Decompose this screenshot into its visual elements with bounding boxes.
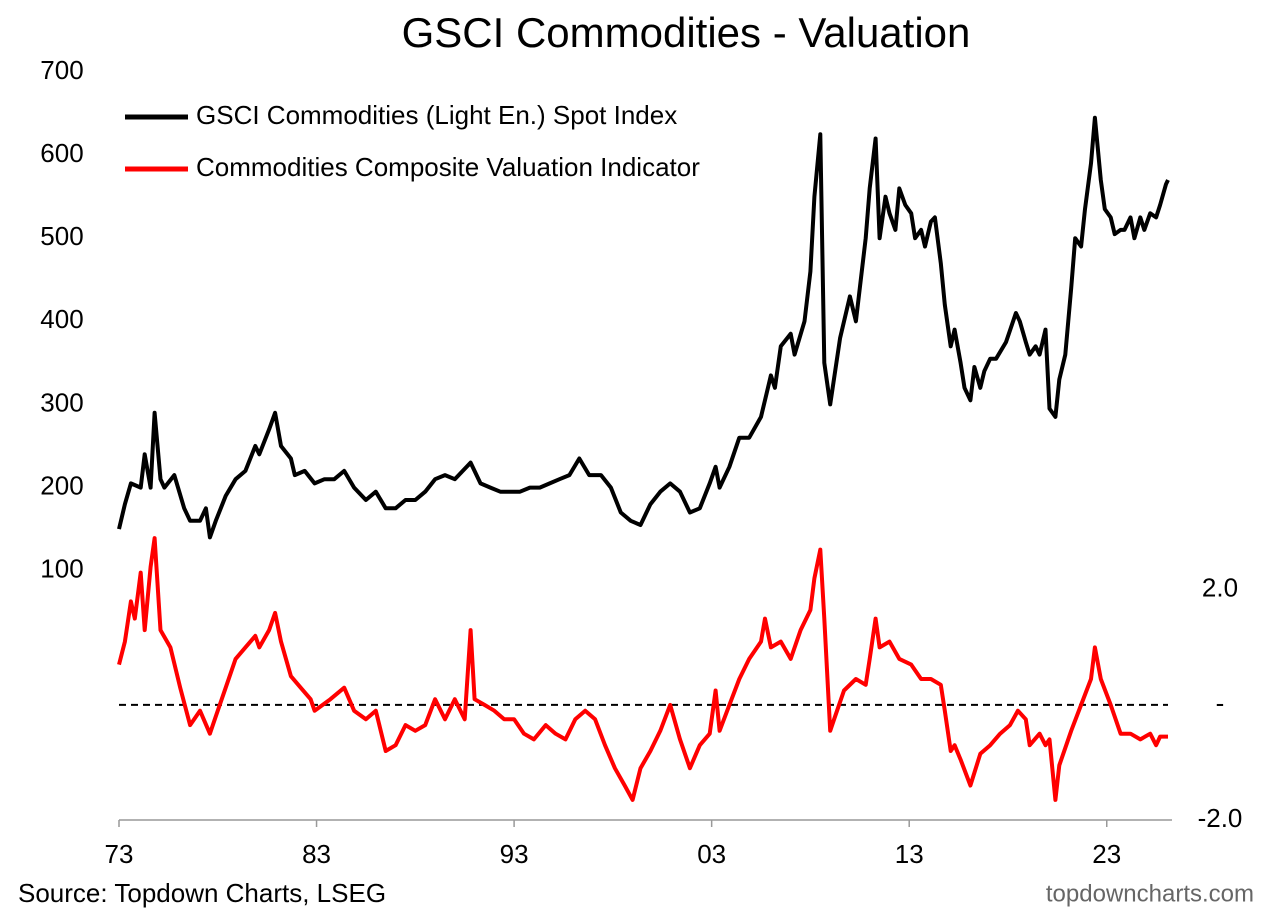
y-tick-label: 200	[40, 470, 83, 500]
chart-title: GSCI Commodities - Valuation	[402, 9, 971, 56]
y-tick-label: 400	[40, 304, 83, 334]
y-tick-label: 600	[40, 138, 83, 168]
y2-tick-label: -	[1216, 688, 1225, 718]
x-tick-label: 23	[1092, 839, 1121, 869]
x-tick-label: 03	[697, 839, 726, 869]
series-line	[117, 536, 1168, 802]
source: Source: Topdown Charts, LSEG	[18, 878, 386, 908]
y-tick-label: 300	[40, 387, 83, 417]
x-tick-label: 83	[302, 839, 331, 869]
y-tick-label: 100	[40, 554, 83, 584]
series-line	[117, 115, 1170, 540]
x-tick-label: 93	[500, 839, 529, 869]
legend-label: GSCI Commodities (Light En.) Spot Index	[196, 100, 677, 130]
y-tick-label: 500	[40, 221, 83, 251]
y2-tick-label: -2.0	[1198, 803, 1243, 833]
x-tick-label: 13	[895, 839, 924, 869]
legend-label: Commodities Composite Valuation Indicato…	[196, 152, 700, 182]
y-tick-label: 700	[40, 55, 83, 85]
x-tick-label: 73	[105, 839, 134, 869]
watermark: topdowncharts.com	[1046, 880, 1254, 907]
y2-tick-label: 2.0	[1202, 573, 1238, 603]
